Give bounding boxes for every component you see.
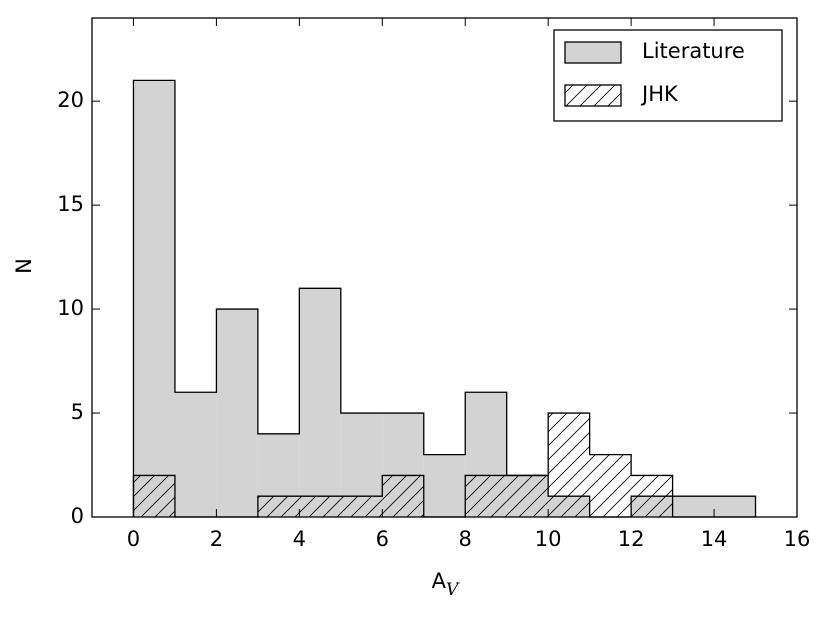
x-tick-label: 10 xyxy=(535,527,562,551)
bar xyxy=(257,496,300,517)
x-tick-label: 12 xyxy=(618,527,645,551)
bar xyxy=(548,413,590,517)
bar xyxy=(714,496,756,517)
bar xyxy=(133,80,175,517)
x-tick-label: 16 xyxy=(784,527,811,551)
y-axis-label: N xyxy=(12,258,36,274)
x-tick-label: 0 xyxy=(127,527,140,551)
y-tick-label: 10 xyxy=(57,296,84,320)
y-tick-label: 5 xyxy=(71,400,84,424)
x-label-main: A xyxy=(432,569,447,593)
bar xyxy=(299,496,341,517)
x-tick-label: 8 xyxy=(459,527,472,551)
legend-swatch xyxy=(564,84,622,107)
x-tick-label: 2 xyxy=(210,527,223,551)
bar xyxy=(589,454,632,517)
bar xyxy=(340,496,383,517)
bar xyxy=(423,454,466,517)
bar xyxy=(382,475,424,517)
bar xyxy=(174,392,217,517)
legend-label: Literature xyxy=(642,39,745,63)
plot-frame xyxy=(91,17,798,518)
y-tick-label: 20 xyxy=(57,88,84,112)
bar xyxy=(216,309,258,517)
legend-label: JHK xyxy=(640,82,679,106)
bar xyxy=(133,475,175,517)
x-tick-label: 6 xyxy=(376,527,389,551)
bar xyxy=(299,288,341,517)
x-axis-label: AV xyxy=(432,569,460,600)
x-tick-label: 4 xyxy=(293,527,306,551)
bar xyxy=(631,475,673,517)
bar xyxy=(506,475,549,517)
x-label-sub: V xyxy=(446,580,460,600)
bar xyxy=(465,475,507,517)
y-tick-label: 15 xyxy=(57,192,84,216)
legend-swatch xyxy=(564,41,622,64)
bar xyxy=(672,496,715,517)
x-tick-label: 14 xyxy=(701,527,728,551)
y-tick-label: 0 xyxy=(71,504,84,528)
